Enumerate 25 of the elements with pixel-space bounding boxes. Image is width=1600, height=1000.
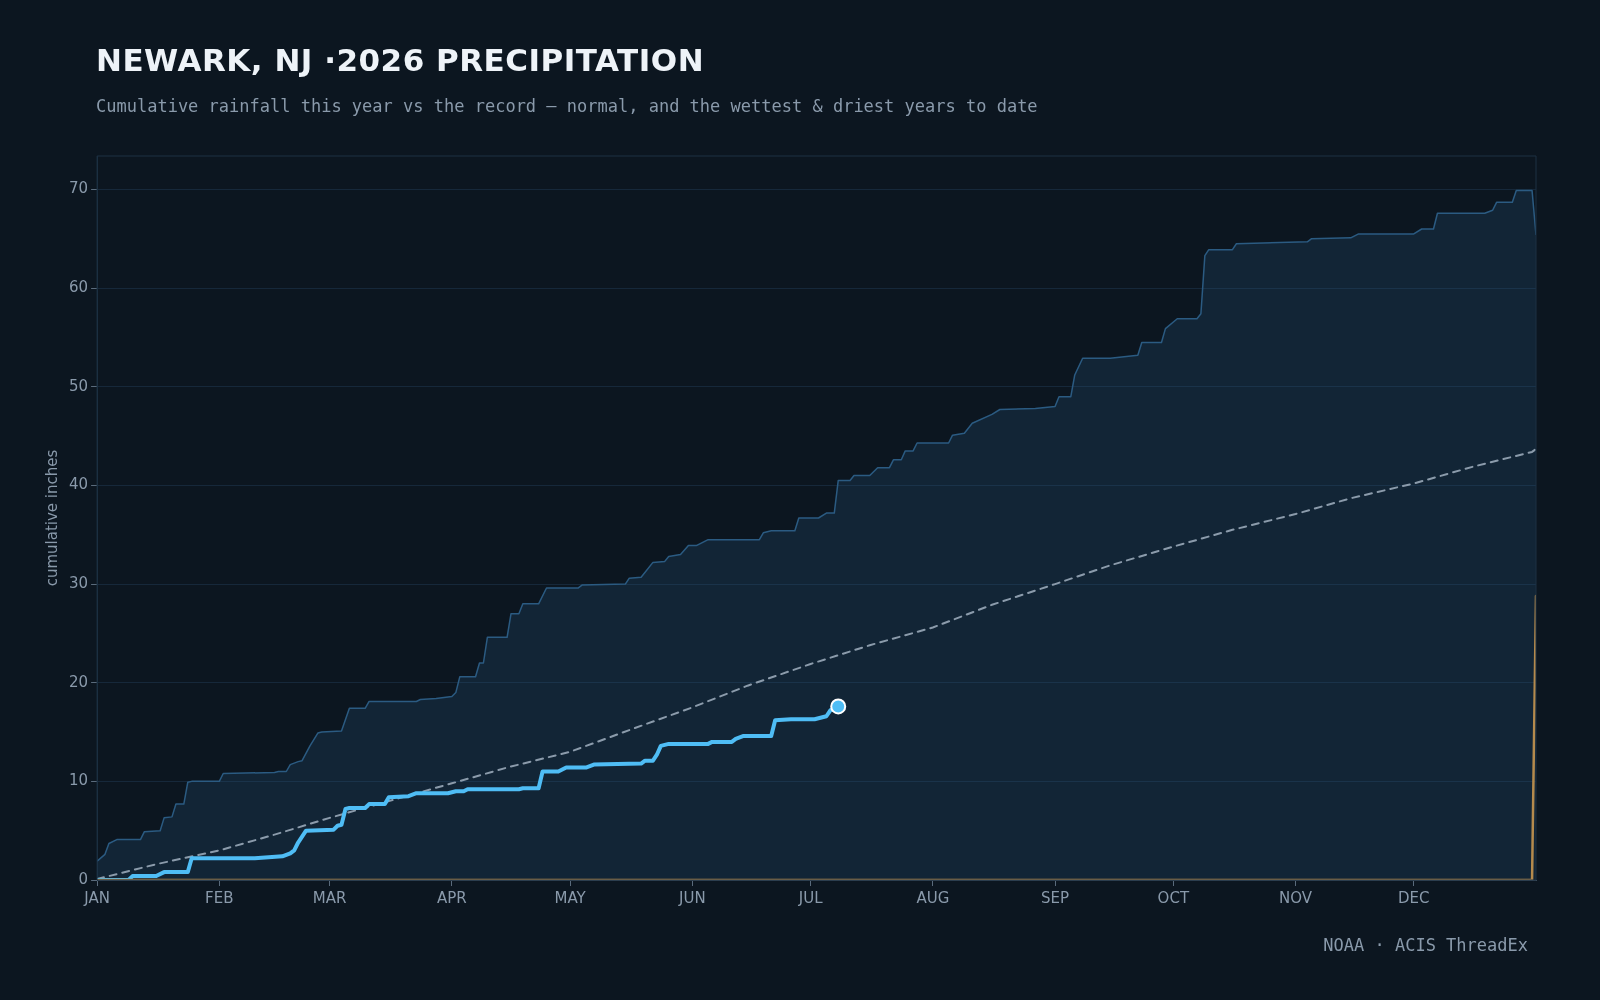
x-tick-label: JUN [678, 888, 706, 907]
x-tick-label: SEP [1041, 888, 1070, 907]
x-tick-label: DEC [1398, 888, 1430, 907]
y-tick-label: 70 [68, 179, 89, 198]
x-tick-label: FEB [205, 888, 234, 907]
x-tick-label: APR [437, 888, 467, 907]
y-axis-title: cumulative inches [42, 449, 61, 587]
x-tick-label: MAR [312, 888, 347, 907]
y-tick-label: 50 [68, 376, 89, 395]
y-tick-label: 30 [68, 573, 89, 592]
text: NOAA · ACIS ThreadEx [1323, 935, 1528, 955]
y-tick-label: 0 [78, 869, 89, 888]
x-tick-label: JUL [797, 888, 824, 907]
y-tick-label: 20 [68, 672, 89, 691]
chart-subtitle: Cumulative rainfall this year vs the record — normal, and the wettest & driest years to date [96, 96, 1038, 116]
chart-title: NEWARK, NJ ·2026 PRECIPITATION [96, 42, 705, 78]
y-tick-label: 60 [68, 278, 89, 297]
y-tick-label: 10 [68, 771, 89, 790]
x-tick-label: OCT [1157, 888, 1190, 907]
line-series [97, 447, 1536, 880]
y-tick-label: 40 [68, 475, 89, 494]
x-tick-label: NOV [1279, 888, 1313, 907]
x-tick-label: JAN [83, 888, 110, 907]
x-tick-label: MAY [554, 888, 587, 907]
x-tick-label: AUG [916, 888, 950, 907]
